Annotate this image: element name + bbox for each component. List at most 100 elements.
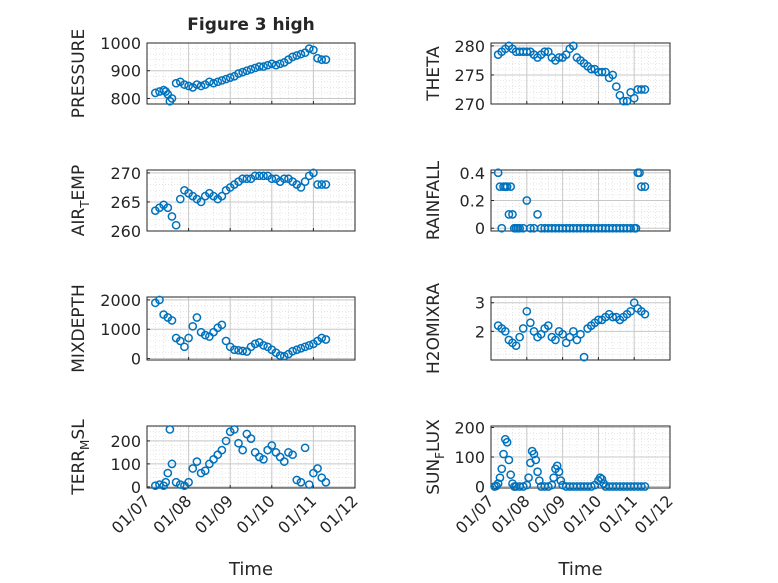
data-point bbox=[242, 66, 252, 76]
data-point bbox=[259, 340, 268, 350]
data-point bbox=[529, 449, 539, 459]
data-point bbox=[259, 62, 268, 71]
y-axis-label-main: AIR bbox=[69, 208, 89, 237]
data-point bbox=[317, 333, 327, 343]
plot-area bbox=[147, 170, 355, 231]
data-point bbox=[171, 477, 181, 487]
plot-area bbox=[491, 43, 670, 104]
data-point bbox=[304, 44, 314, 53]
data-point bbox=[533, 210, 542, 219]
y-tick-label: 900 bbox=[110, 62, 141, 81]
data-point bbox=[556, 476, 566, 485]
data-point bbox=[640, 85, 650, 94]
data-point bbox=[543, 321, 553, 330]
axes-frame bbox=[146, 42, 356, 105]
data-point bbox=[626, 223, 635, 233]
y-tick-label: 280 bbox=[454, 37, 485, 56]
y-tick-label: 1000 bbox=[100, 320, 141, 339]
y-axis-label: AIRTEMP bbox=[69, 165, 92, 236]
subplot-7: 0 100 200 TERRMSL 01/0701/0801/0901/1001/110… bbox=[69, 419, 362, 580]
data-point bbox=[246, 434, 256, 443]
data-point bbox=[238, 67, 248, 77]
data-point bbox=[640, 309, 650, 319]
data-point bbox=[309, 168, 318, 178]
data-point bbox=[213, 77, 223, 87]
y-axis-label: RAINFALL bbox=[424, 160, 444, 240]
subplot-3: 260 265 270 AIRTEMP bbox=[69, 164, 356, 241]
data-point bbox=[300, 342, 310, 352]
y-tick-label: 0.4 bbox=[460, 164, 485, 183]
data-point bbox=[163, 203, 173, 213]
data-point bbox=[155, 295, 164, 305]
data-point bbox=[192, 313, 202, 322]
data-point bbox=[234, 438, 243, 448]
data-point bbox=[515, 332, 524, 342]
data-point bbox=[321, 335, 331, 344]
data-point bbox=[284, 448, 293, 457]
data-point bbox=[238, 445, 248, 455]
data-point bbox=[495, 473, 505, 483]
x-axis-label: Time bbox=[228, 559, 273, 580]
data-point bbox=[279, 174, 289, 184]
data-point bbox=[502, 182, 512, 191]
data-point bbox=[493, 479, 503, 488]
data-point bbox=[184, 333, 193, 343]
data-point bbox=[296, 343, 306, 353]
data-point bbox=[171, 220, 181, 230]
data-point bbox=[234, 69, 243, 78]
data-point bbox=[622, 96, 632, 106]
data-point bbox=[321, 180, 331, 189]
data-point bbox=[196, 197, 206, 207]
data-point bbox=[586, 64, 596, 74]
data-point bbox=[221, 74, 231, 84]
data-point bbox=[304, 340, 314, 350]
data-point bbox=[313, 180, 322, 189]
data-point bbox=[608, 312, 618, 322]
data-point bbox=[192, 80, 202, 89]
data-point bbox=[221, 436, 231, 446]
data-point bbox=[317, 55, 327, 64]
data-point bbox=[292, 51, 302, 60]
data-point bbox=[225, 73, 235, 83]
data-point bbox=[225, 427, 235, 437]
data-point bbox=[275, 351, 285, 360]
y-axis-label-main: THETA bbox=[424, 46, 444, 102]
data-point bbox=[230, 425, 239, 434]
data-point bbox=[200, 330, 210, 340]
data-point bbox=[163, 468, 173, 478]
y-tick-label: 200 bbox=[110, 432, 141, 451]
data-point bbox=[522, 196, 532, 205]
data-point bbox=[250, 339, 260, 349]
subplot-6: 2 3 H2OMIXRA bbox=[424, 283, 671, 374]
data-point bbox=[534, 476, 544, 485]
plot-area bbox=[147, 426, 355, 488]
data-point bbox=[508, 210, 517, 219]
data-point bbox=[522, 47, 532, 57]
data-point bbox=[267, 441, 277, 450]
y-axis-label-tail: SL bbox=[69, 419, 89, 440]
y-tick-label: 270 bbox=[454, 95, 485, 114]
data-point bbox=[597, 474, 607, 484]
y-tick-label: 0 bbox=[475, 478, 485, 497]
y-tick-label: 100 bbox=[454, 448, 485, 467]
data-point bbox=[597, 67, 607, 77]
data-point bbox=[629, 93, 639, 103]
data-point bbox=[549, 473, 559, 483]
data-point bbox=[150, 481, 160, 491]
data-point bbox=[150, 88, 160, 98]
data-point bbox=[500, 327, 510, 336]
data-point bbox=[552, 461, 562, 471]
axes-frame bbox=[490, 42, 671, 105]
data-point bbox=[309, 45, 318, 55]
data-point bbox=[304, 480, 314, 489]
subplot-2: 270 275 280 THETA bbox=[424, 37, 671, 114]
data-point bbox=[524, 473, 533, 483]
data-point bbox=[205, 77, 214, 87]
subplot-4: 0 0.2 0.4 RAINFALL bbox=[424, 160, 671, 240]
x-tick-label: 01/11 bbox=[274, 491, 320, 537]
y-tick-label: 260 bbox=[110, 222, 141, 241]
y-tick-label: 2000 bbox=[100, 291, 141, 310]
data-point bbox=[576, 329, 585, 339]
data-point bbox=[167, 212, 177, 221]
